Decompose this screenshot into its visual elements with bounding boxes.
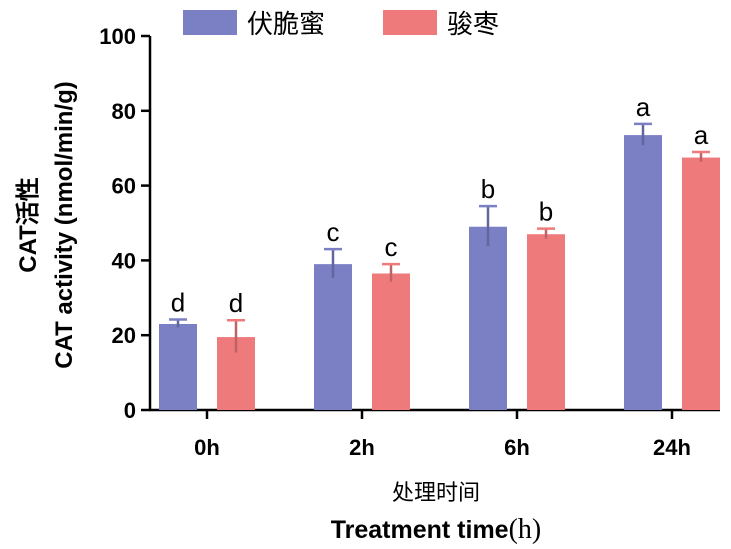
y-axis-title: CAT活性 CAT activity (nmol/min/g) — [15, 81, 78, 369]
x-axis: 0h 2h 6h 24h — [149, 408, 720, 460]
x-axis-title-en-line: Treatment time(h) — [331, 514, 542, 545]
legend: 伏脆蜜 骏枣 — [183, 10, 499, 40]
y-axis-title-en: CAT activity (nmol/min/g) — [51, 81, 78, 369]
x-axis-title-en: Treatment time — [331, 516, 509, 544]
significance-label-2h-series1: c — [385, 232, 398, 262]
significance-label-24h-series1: a — [694, 120, 709, 150]
bar-6h-series0 — [469, 226, 507, 410]
y-tick-label-100: 100 — [99, 24, 136, 49]
bar-24h-series1 — [682, 157, 720, 410]
y-tick-label-0: 0 — [124, 398, 136, 423]
x-tick-label-0h: 0h — [194, 435, 220, 460]
legend-swatch-fucuimi — [183, 10, 237, 35]
bar-2h-series0 — [314, 264, 352, 410]
x-axis-title-unit: (h) — [509, 514, 542, 545]
bar-0h-series0 — [159, 323, 197, 410]
plot-area: d d c c b b a a — [159, 92, 720, 411]
bar-2h-series1 — [372, 273, 410, 410]
y-tick-label-20: 20 — [112, 323, 136, 348]
significance-label-0h-series1: d — [229, 288, 243, 318]
significance-label-24h-series0: a — [636, 92, 651, 122]
x-tick-label-2h: 2h — [349, 435, 375, 460]
x-axis-title: 处理时间 Treatment time(h) — [331, 481, 542, 545]
legend-label-junzao: 骏枣 — [447, 10, 499, 40]
legend-label-fucuimi: 伏脆蜜 — [247, 10, 325, 40]
y-tick-label-60: 60 — [112, 174, 136, 199]
y-axis: 0 20 40 60 80 100 — [99, 24, 152, 423]
x-tick-label-6h: 6h — [504, 435, 530, 460]
bar-24h-series0 — [624, 135, 662, 411]
legend-swatch-junzao — [383, 10, 437, 35]
y-axis-title-cn: CAT活性 — [15, 177, 42, 273]
bar-6h-series1 — [527, 234, 565, 410]
x-tick-label-24h: 24h — [653, 435, 691, 460]
significance-label-6h-series1: b — [539, 197, 553, 227]
y-tick-label-40: 40 — [112, 248, 136, 273]
significance-label-0h-series0: d — [171, 287, 185, 317]
x-axis-title-cn: 处理时间 — [392, 481, 480, 506]
y-tick-label-80: 80 — [112, 99, 136, 124]
significance-label-2h-series0: c — [327, 217, 340, 247]
significance-label-6h-series0: b — [481, 174, 495, 204]
